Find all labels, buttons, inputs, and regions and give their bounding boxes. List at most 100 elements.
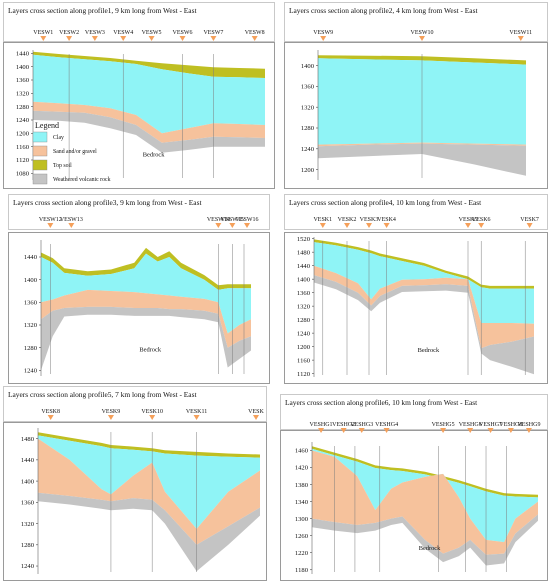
y-tick-label: 1080 <box>16 171 30 178</box>
y-tick-label: 1480 <box>297 249 311 256</box>
station-marker-icon <box>149 415 156 420</box>
clay-layer <box>33 54 265 134</box>
station-marker-icon <box>120 36 127 41</box>
y-tick-label: 1280 <box>301 125 315 132</box>
y-tick-label: 1280 <box>24 345 38 352</box>
station-marker-icon <box>358 428 365 433</box>
station-marker-icon <box>148 36 155 41</box>
sand-layer <box>314 265 534 349</box>
y-tick-label: 1320 <box>16 91 30 98</box>
station-marker-icon <box>419 36 425 41</box>
station-label: VESW6 <box>173 30 193 36</box>
station-marker-icon <box>210 36 217 41</box>
station-label: VESK1 <box>313 217 332 223</box>
station-label: VESHG4 <box>375 422 398 428</box>
bedrock-label: Bedrock <box>418 347 440 354</box>
station-marker-icon <box>251 36 258 41</box>
station-label: VESW1 <box>33 30 53 36</box>
y-tick-label: 1200 <box>16 131 30 138</box>
station-marker-icon <box>40 36 47 41</box>
station-marker-icon <box>478 223 485 228</box>
station-label: VESK9 <box>102 409 121 415</box>
y-tick-label: 1280 <box>16 104 30 111</box>
station-marker-icon <box>91 36 98 41</box>
legend-swatch <box>32 159 48 171</box>
legend-item-label: Clay <box>53 135 64 141</box>
station-marker-icon <box>366 223 372 228</box>
station-marker-icon <box>383 428 390 433</box>
y-tick-label: 1340 <box>295 499 309 506</box>
sand-layer <box>312 450 538 555</box>
profile1-title: Layers cross section along profile1, 9 k… <box>8 6 197 15</box>
station-label: VESW5 <box>142 30 162 36</box>
y-tick-label: 1360 <box>24 300 38 307</box>
station-marker-icon <box>507 428 514 433</box>
y-tick-label: 1260 <box>295 533 309 540</box>
profile3-title: Layers cross section along profile3, 9 k… <box>13 198 202 207</box>
station-marker-icon <box>526 223 533 228</box>
station-marker-icon <box>467 428 474 433</box>
station-marker-icon <box>383 223 390 228</box>
y-tick-label: 1360 <box>21 500 35 507</box>
sand-layer <box>41 289 251 348</box>
station-label: VESK11 <box>186 409 207 415</box>
station-label: VESW7 <box>203 30 223 36</box>
station-marker-icon <box>525 428 532 433</box>
y-tick-label: 1120 <box>16 157 30 164</box>
bedrock-label: Bedrock <box>143 152 165 159</box>
y-tick-label: 1160 <box>297 357 311 364</box>
clay-layer <box>41 253 251 334</box>
y-tick-label: 1320 <box>21 521 35 528</box>
bedrock-label: Bedrock <box>419 545 441 552</box>
y-tick-label: 1380 <box>295 482 309 489</box>
station-label: VESK7 <box>520 217 539 223</box>
station-label: VESHG3 <box>350 422 373 428</box>
legend-swatch <box>32 173 48 185</box>
profile2-title: Layers cross section along profile2, 4 k… <box>289 6 478 15</box>
legend-item-label: Sand and/or gravel <box>53 149 97 155</box>
weathered-rock-layer <box>33 110 265 153</box>
station-marker-icon <box>320 36 327 41</box>
profile5-title-box: Layers cross section along profile5, 7 k… <box>3 386 267 422</box>
y-tick-label: 1400 <box>297 276 311 283</box>
y-tick-label: 1520 <box>297 236 311 243</box>
y-tick-label: 1440 <box>24 254 38 261</box>
station-label: VESK3 <box>360 217 379 223</box>
y-tick-label: 1200 <box>301 167 315 174</box>
station-marker-icon <box>517 36 524 41</box>
y-tick-label: 1280 <box>21 542 35 549</box>
station-label: VESHG8 <box>499 422 522 428</box>
y-tick-label: 1460 <box>295 448 309 455</box>
clay-layer <box>312 448 538 543</box>
y-tick-label: 1400 <box>16 64 30 71</box>
station-marker-icon <box>47 223 54 228</box>
station-marker-icon <box>319 223 326 228</box>
station-label: VESHG6 <box>459 422 482 428</box>
station-label: VESK5 <box>459 217 478 223</box>
station-label: VESW12 <box>39 217 62 223</box>
bedrock-label: Bedrock <box>139 347 161 354</box>
station-label: VESK4 <box>377 217 396 223</box>
station-label: VESW4 <box>113 30 133 36</box>
y-tick-label: 1440 <box>21 457 35 464</box>
y-tick-label: 1360 <box>301 84 315 91</box>
station-marker-icon <box>229 223 236 228</box>
legend-swatch <box>32 145 48 157</box>
station-label: VESW15 <box>221 217 244 223</box>
station-label: VESK <box>248 409 264 415</box>
y-tick-label: 1400 <box>301 63 315 70</box>
y-tick-label: 1320 <box>301 104 315 111</box>
topsoil-layer <box>312 446 538 498</box>
weathered-rock-layer <box>312 514 538 566</box>
weathered-rock-layer <box>41 306 251 371</box>
station-marker-icon <box>179 36 186 41</box>
station-label: VESHG1 <box>310 422 333 428</box>
y-tick-label: 1320 <box>297 303 311 310</box>
y-tick-label: 1240 <box>297 330 311 337</box>
station-label: VESW2 <box>59 30 79 36</box>
station-label: VESHG5 <box>432 422 455 428</box>
y-tick-label: 1360 <box>16 77 30 84</box>
